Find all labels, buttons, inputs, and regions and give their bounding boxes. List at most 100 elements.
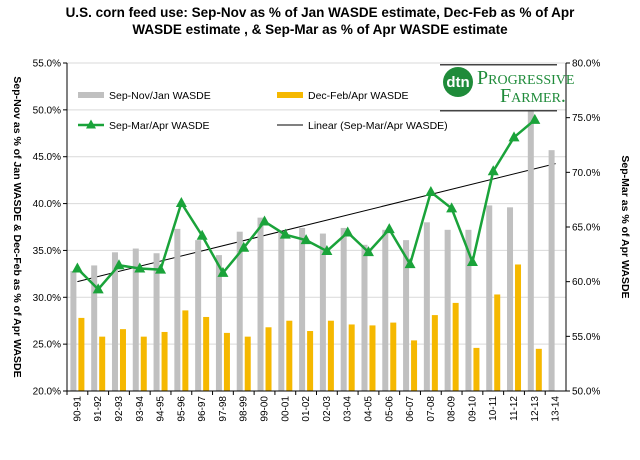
x-tick-label: 90-91 xyxy=(72,396,83,422)
bar-dec-feb xyxy=(411,340,418,391)
x-tick-label: 00-01 xyxy=(280,396,291,422)
trendline xyxy=(77,163,556,283)
line-point-sep-mar xyxy=(196,229,208,240)
x-tick-label: 13-14 xyxy=(551,396,562,422)
legend-swatch xyxy=(277,92,303,98)
right-tick-label: 70.0% xyxy=(572,168,600,179)
x-tick-label: 92-93 xyxy=(114,396,125,422)
legend-marker xyxy=(86,119,96,129)
line-point-sep-mar xyxy=(71,262,83,273)
x-tick-label: 07-08 xyxy=(426,396,437,422)
right-tick-label: 80.0% xyxy=(572,59,600,70)
bar-dec-feb xyxy=(78,317,85,391)
x-tick-label: 99-00 xyxy=(260,396,271,422)
x-tick-label: 08-09 xyxy=(447,396,458,422)
bar-sep-nov xyxy=(444,229,451,391)
x-tick-label: 06-07 xyxy=(405,396,416,422)
bar-dec-feb xyxy=(369,325,376,391)
left-tick-label: 30.0% xyxy=(33,293,61,304)
left-tick-label: 20.0% xyxy=(33,387,61,398)
line-point-sep-mar xyxy=(529,113,541,124)
legend-label: Sep-Mar/Apr WASDE xyxy=(109,120,210,132)
line-point-sep-mar xyxy=(508,131,520,142)
left-tick-label: 35.0% xyxy=(33,246,61,257)
line-point-sep-mar xyxy=(321,245,333,256)
legend-label: Dec-Feb/Apr WASDE xyxy=(308,90,409,102)
line-point-sep-mar xyxy=(446,202,458,213)
bar-sep-nov xyxy=(257,217,264,391)
bar-dec-feb xyxy=(494,294,501,391)
bar-dec-feb xyxy=(203,316,210,391)
bar-dec-feb xyxy=(535,348,542,391)
line-point-sep-mar xyxy=(342,226,354,237)
bar-sep-nov xyxy=(382,229,389,391)
axes: 20.0% 25.0% 30.0% 35.0% 40.0% 45.0% 50.0% 55.0%… xyxy=(33,59,601,422)
bar-sep-nov xyxy=(91,265,98,391)
logo-word-progressive: Progressive xyxy=(477,67,574,89)
bar-sep-nov xyxy=(278,231,285,391)
bar-sep-nov xyxy=(174,228,181,391)
bar-sep-nov xyxy=(319,233,326,391)
line-point-sep-mar xyxy=(383,223,395,234)
bar-dec-feb xyxy=(286,320,293,391)
x-tick-label: 91-92 xyxy=(93,396,104,422)
legend-label: Sep-Nov/Jan WASDE xyxy=(109,90,211,102)
y-axis-right-title: Sep-Mar as % of Apr WASDE xyxy=(619,155,631,298)
bar-dec-feb xyxy=(182,310,189,391)
bar-dec-feb xyxy=(161,331,168,391)
bar-dec-feb xyxy=(348,324,355,391)
line-point-sep-mar xyxy=(425,186,437,197)
bar-layer xyxy=(70,109,555,391)
x-tick-label: 93-94 xyxy=(135,396,146,422)
x-tick-label: 12-13 xyxy=(530,396,541,422)
bar-sep-nov xyxy=(361,244,368,391)
x-tick-label: 94-95 xyxy=(156,396,167,422)
x-tick-label: 97-98 xyxy=(218,396,229,422)
legend-label: Linear (Sep-Mar/Apr WASDE) xyxy=(308,120,448,132)
bar-sep-nov xyxy=(486,205,493,391)
bar-sep-nov xyxy=(299,227,306,391)
bar-dec-feb xyxy=(244,336,251,391)
dtn-progressive-farmer-logo: dtn Progressive Farmer. xyxy=(440,64,574,112)
x-tick-label: 10-11 xyxy=(488,396,499,421)
bar-dec-feb xyxy=(99,336,106,391)
x-tick-label: 95-96 xyxy=(176,396,187,422)
right-tick-label: 50.0% xyxy=(572,387,600,398)
bar-dec-feb xyxy=(390,322,397,391)
line-point-sep-mar xyxy=(300,234,312,245)
x-tick-label: 02-03 xyxy=(322,396,333,422)
x-tick-label: 04-05 xyxy=(363,396,374,422)
line-point-sep-mar xyxy=(279,228,291,239)
bar-sep-nov xyxy=(527,109,534,391)
bar-sep-nov xyxy=(215,255,222,391)
legend-swatch xyxy=(78,92,104,98)
line-point-sep-mar xyxy=(155,263,167,274)
bar-sep-nov xyxy=(403,240,410,391)
right-tick-label: 65.0% xyxy=(572,223,600,234)
left-tick-label: 40.0% xyxy=(33,199,61,210)
x-tick-label: 05-06 xyxy=(384,396,395,422)
bar-sep-nov xyxy=(548,150,555,391)
bar-dec-feb xyxy=(327,320,334,391)
bar-dec-feb xyxy=(265,327,272,391)
bar-dec-feb xyxy=(515,264,522,391)
x-tick-label: 96-97 xyxy=(197,396,208,422)
x-tick-label: 03-04 xyxy=(343,396,354,422)
bar-dec-feb xyxy=(473,347,480,391)
line-point-sep-mar xyxy=(134,262,146,273)
bar-dec-feb xyxy=(431,315,438,391)
bar-sep-nov xyxy=(153,253,160,391)
dtn-logo-circle xyxy=(443,67,473,97)
line-series-layer xyxy=(71,113,541,294)
line-point-sep-mar xyxy=(92,283,104,294)
bar-dec-feb xyxy=(307,331,314,391)
line-point-sep-mar xyxy=(466,255,478,266)
left-tick-label: 55.0% xyxy=(33,59,61,70)
bar-sep-nov xyxy=(423,222,430,391)
line-point-sep-mar xyxy=(113,259,125,270)
bar-sep-nov xyxy=(111,252,118,391)
right-tick-label: 55.0% xyxy=(572,332,600,343)
chart-title-line1: U.S. corn feed use: Sep-Nov as % of Jan … xyxy=(65,5,575,20)
bar-dec-feb xyxy=(119,329,126,391)
